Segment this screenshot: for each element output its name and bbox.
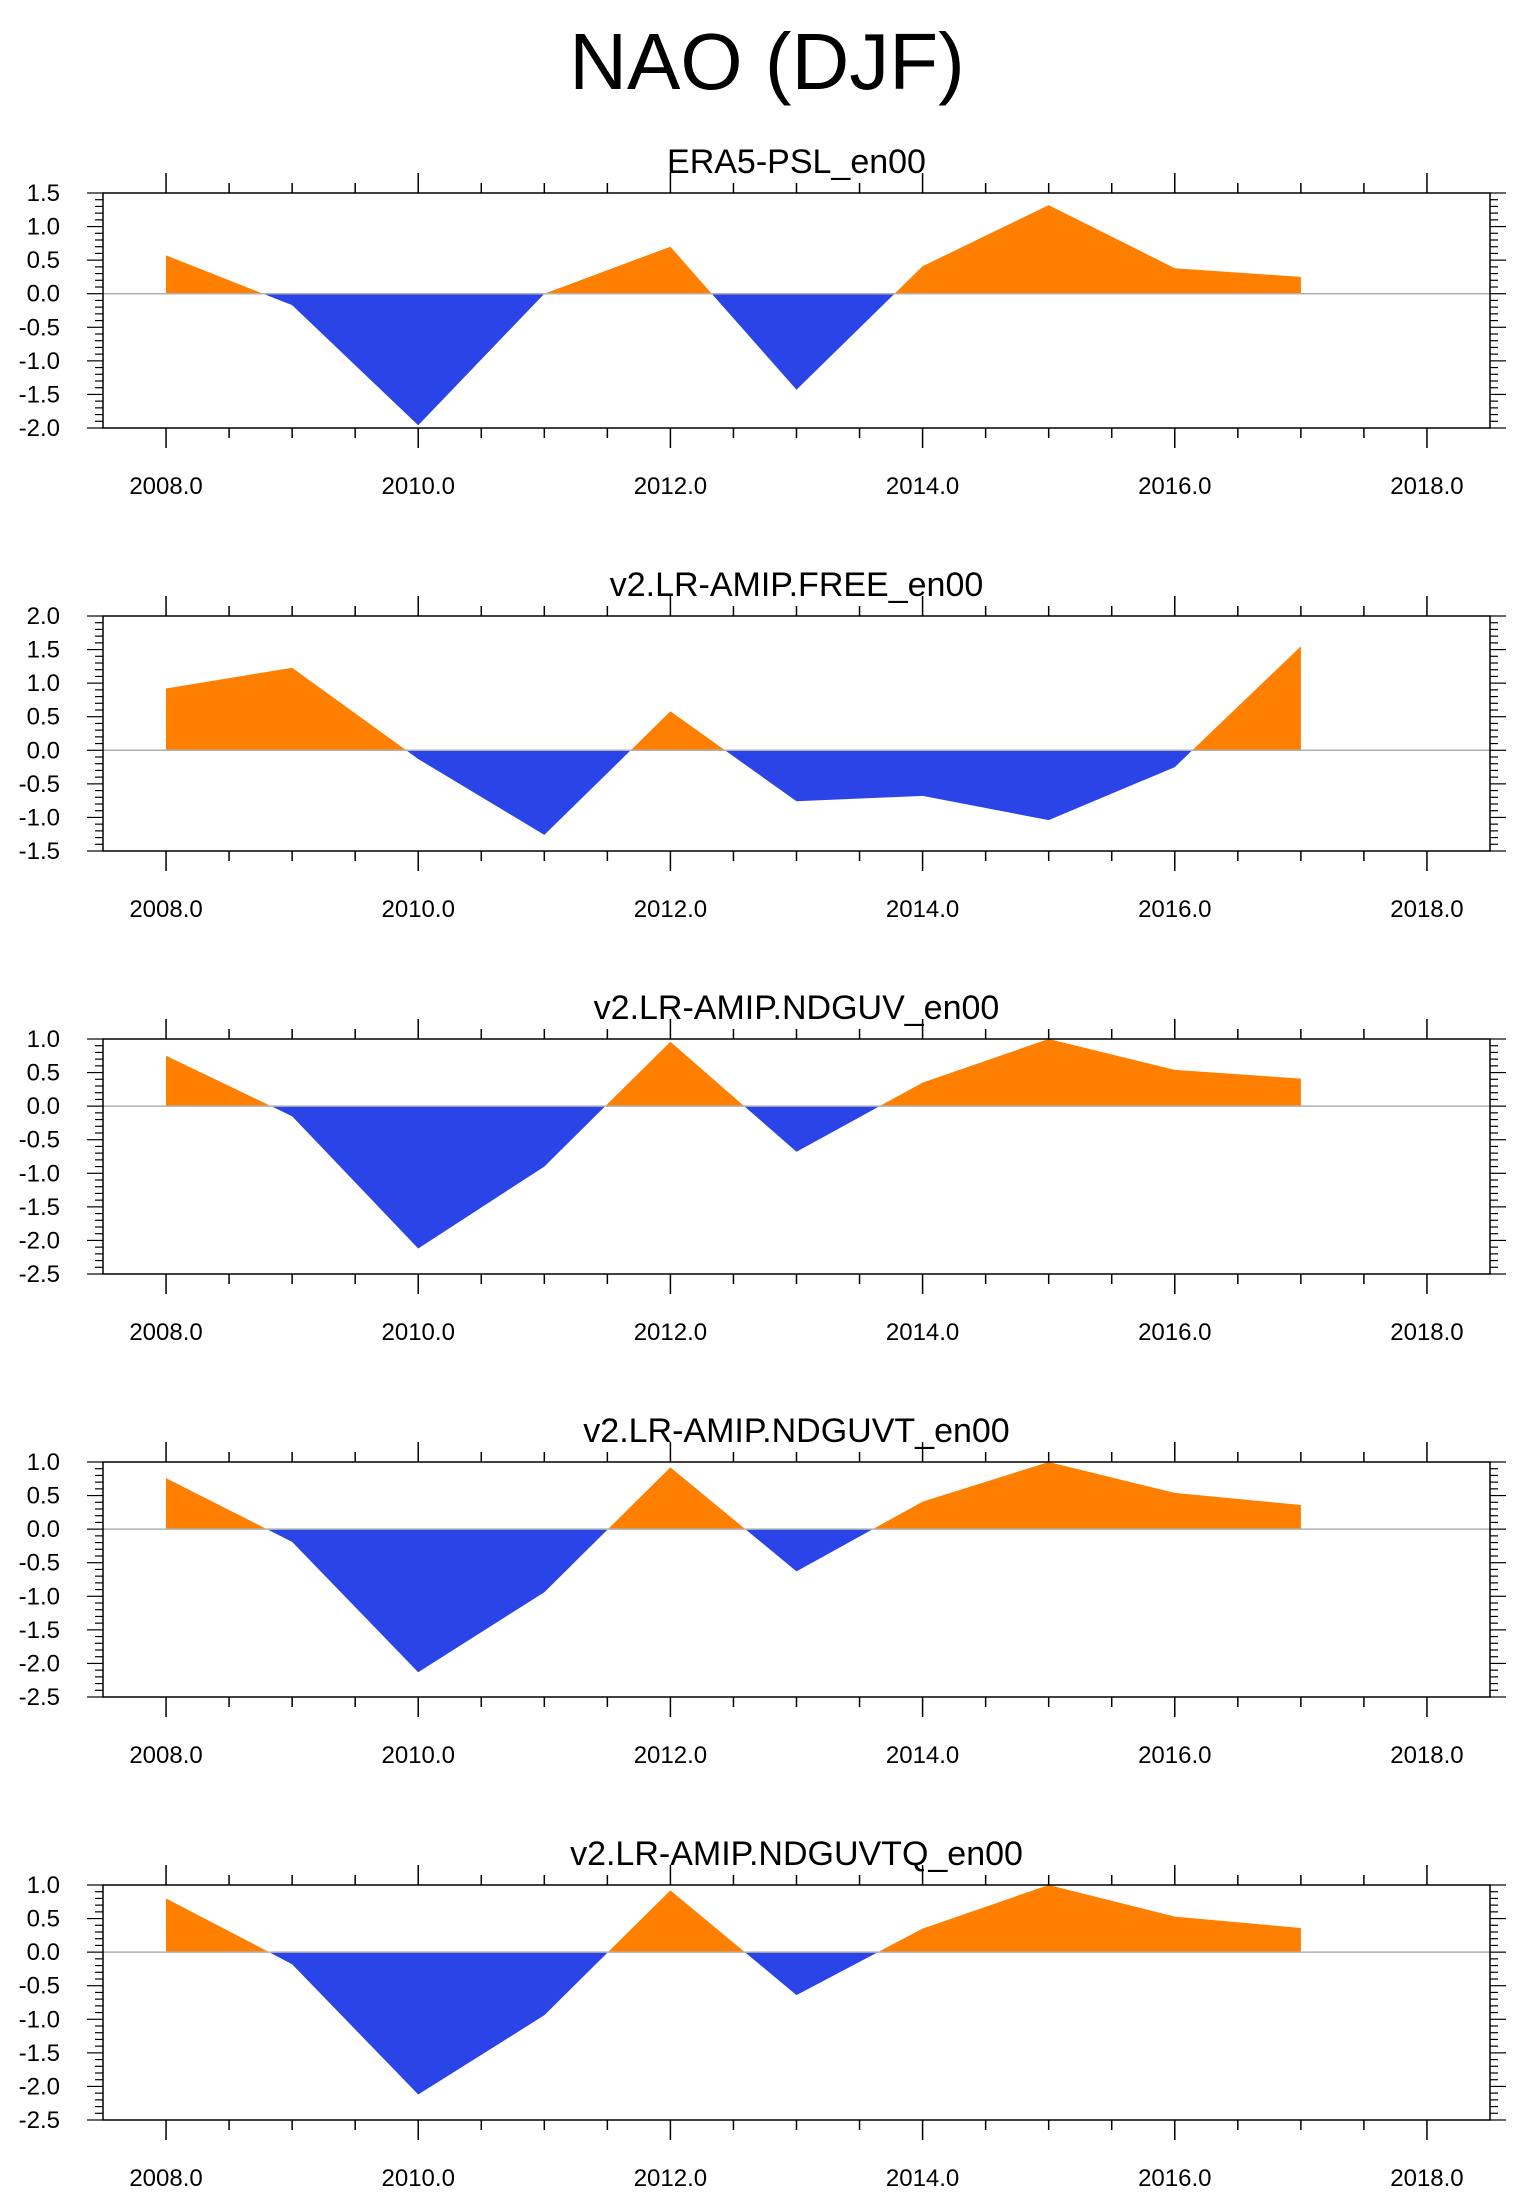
panel-3: v2.LR-AMIP.NDGUV_en00 2008.0 2010.0 2012.0 2… [19, 989, 1506, 1346]
y-tick-label: 2.0 [27, 603, 60, 630]
y-tick-label: 1.0 [27, 1449, 60, 1476]
y-tick-label: -0.5 [19, 314, 60, 341]
x-tick-label: 2012.0 [634, 896, 707, 923]
y-tick-label: -1.5 [19, 1617, 60, 1644]
y-tick-label: 0.0 [27, 1516, 60, 1543]
negative-area [166, 293, 1301, 426]
y-tick-label: -1.0 [19, 1160, 60, 1187]
y-tick-label: -2.0 [19, 1227, 60, 1254]
y-tick-label: 1.5 [27, 637, 60, 664]
negative-area [166, 1529, 1301, 1673]
x-tick-label: 2012.0 [634, 473, 707, 500]
panel-1: ERA5-PSL_en00 2008.0 2010.0 2012.0 2014.0 201… [19, 143, 1506, 500]
panel-title: ERA5-PSL_en00 [667, 143, 926, 181]
y-tick-label: -2.5 [19, 2107, 60, 2134]
panel-title: v2.LR-AMIP.NDGUV_en00 [594, 989, 1000, 1027]
x-tick-label: 2018.0 [1390, 1319, 1463, 1346]
y-tick-label: 0.5 [27, 1906, 60, 1933]
y-tick-label: -1.0 [19, 804, 60, 831]
x-tick-label: 2018.0 [1390, 896, 1463, 923]
negative-area [166, 1106, 1301, 1249]
x-tick-label: 2010.0 [382, 1319, 455, 1346]
x-tick-label: 2014.0 [886, 2165, 959, 2192]
y-tick-label: -2.5 [19, 1684, 60, 1711]
x-tick-label: 2016.0 [1138, 896, 1211, 923]
x-tick-label: 2018.0 [1390, 1742, 1463, 1769]
y-tick-label: 0.0 [27, 1093, 60, 1120]
y-tick-label: -1.5 [19, 1194, 60, 1221]
y-tick-label: 0.0 [27, 737, 60, 764]
positive-area [166, 646, 1301, 751]
negative-area [166, 750, 1301, 835]
y-tick-label: -1.0 [19, 2006, 60, 2033]
y-tick-label: -1.0 [19, 1583, 60, 1610]
x-tick-label: 2016.0 [1138, 1319, 1211, 1346]
panel-title: v2.LR-AMIP.NDGUVT_en00 [583, 1412, 1009, 1450]
x-tick-label: 2008.0 [129, 473, 202, 500]
y-tick-label: 1.0 [27, 670, 60, 697]
panel-title: v2.LR-AMIP.FREE_en00 [610, 566, 984, 604]
panel-title: v2.LR-AMIP.NDGUVTQ_en00 [570, 1835, 1023, 1873]
y-tick-label: 0.5 [27, 247, 60, 274]
x-tick-label: 2008.0 [129, 2165, 202, 2192]
x-tick-label: 2014.0 [886, 1742, 959, 1769]
plot-frame [102, 1461, 1491, 1698]
y-tick-label: 0.5 [27, 704, 60, 731]
y-tick-label: -0.5 [19, 1550, 60, 1577]
y-tick-label: -0.5 [19, 1973, 60, 2000]
y-tick-label: -2.0 [19, 1650, 60, 1677]
plot-frame [102, 1038, 1491, 1275]
negative-area [166, 1952, 1301, 2095]
y-tick-label: -0.5 [19, 1127, 60, 1154]
y-tick-label: 0.5 [27, 1483, 60, 1510]
x-tick-label: 2010.0 [382, 896, 455, 923]
x-tick-label: 2018.0 [1390, 473, 1463, 500]
y-tick-label: 1.0 [27, 1872, 60, 1899]
x-tick-label: 2018.0 [1390, 2165, 1463, 2192]
positive-area [166, 1462, 1301, 1530]
panel-2: v2.LR-AMIP.FREE_en00 2008.0 2010.0 2012.0 20… [19, 566, 1506, 923]
y-tick-label: 1.5 [27, 180, 60, 207]
y-tick-label: -1.5 [19, 2040, 60, 2067]
x-tick-label: 2014.0 [886, 1319, 959, 1346]
y-tick-label: 1.0 [27, 1026, 60, 1053]
panel-4: v2.LR-AMIP.NDGUVT_en00 2008.0 2010.0 2012.0… [19, 1412, 1506, 1769]
x-tick-label: 2014.0 [886, 473, 959, 500]
y-tick-label: -1.5 [19, 381, 60, 408]
figure-title: NAO (DJF) [569, 17, 965, 106]
positive-area [166, 205, 1301, 294]
x-tick-label: 2008.0 [129, 1319, 202, 1346]
x-tick-label: 2010.0 [382, 2165, 455, 2192]
x-tick-label: 2010.0 [382, 1742, 455, 1769]
x-tick-label: 2014.0 [886, 896, 959, 923]
y-tick-label: 0.0 [27, 281, 60, 308]
y-tick-label: -2.0 [19, 415, 60, 442]
y-tick-label: -0.5 [19, 771, 60, 798]
y-tick-label: -2.0 [19, 2073, 60, 2100]
x-tick-label: 2012.0 [634, 1319, 707, 1346]
positive-area [166, 1039, 1301, 1107]
x-tick-label: 2008.0 [129, 896, 202, 923]
y-tick-label: 0.0 [27, 1939, 60, 1966]
y-tick-label: 0.5 [27, 1060, 60, 1087]
x-tick-label: 2016.0 [1138, 1742, 1211, 1769]
y-tick-label: -2.5 [19, 1261, 60, 1288]
x-tick-label: 2012.0 [634, 1742, 707, 1769]
x-tick-label: 2016.0 [1138, 473, 1211, 500]
panel-5: v2.LR-AMIP.NDGUVTQ_en00 2008.0 2010.0 2012.… [19, 1835, 1506, 2192]
x-tick-label: 2008.0 [129, 1742, 202, 1769]
x-tick-label: 2010.0 [382, 473, 455, 500]
y-tick-label: -1.5 [19, 838, 60, 865]
positive-area [166, 1885, 1301, 1953]
x-tick-label: 2016.0 [1138, 2165, 1211, 2192]
x-tick-label: 2012.0 [634, 2165, 707, 2192]
y-tick-label: -1.0 [19, 348, 60, 375]
plot-frame [102, 1884, 1491, 2121]
y-tick-label: 1.0 [27, 214, 60, 241]
